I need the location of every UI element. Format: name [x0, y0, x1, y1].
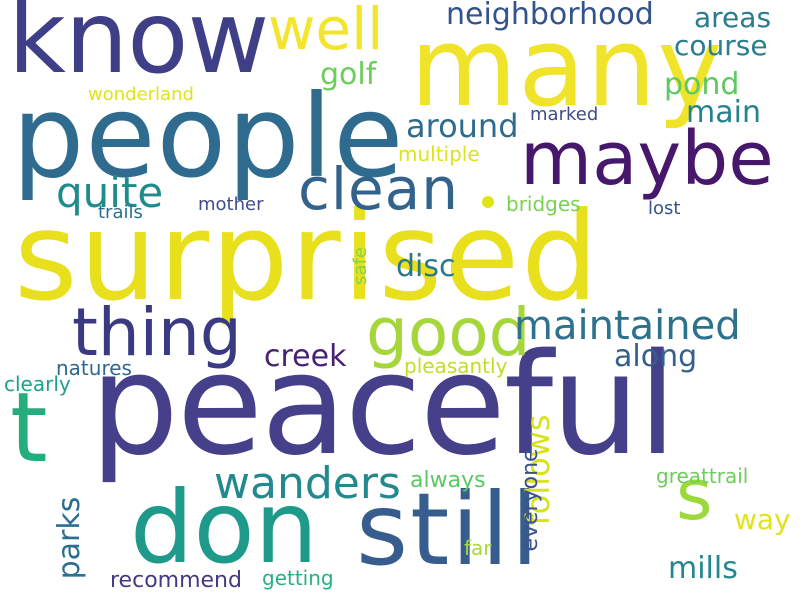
word-recommend: recommend: [110, 568, 242, 593]
word-everyone: everyone: [518, 448, 543, 552]
word-wanders: wanders: [214, 458, 401, 509]
word-maybe: maybe: [520, 116, 774, 202]
word-areas: areas: [694, 1, 772, 34]
word-still: still: [356, 471, 541, 588]
word-surprised: surprised: [14, 186, 601, 328]
word-thing: thing: [72, 294, 242, 371]
word-multiple: multiple: [398, 142, 480, 166]
word-t: t: [10, 372, 48, 484]
word-golf: golf: [320, 57, 377, 92]
word-clearly: clearly: [4, 372, 71, 396]
word-good: good: [366, 294, 531, 371]
word-know: know: [8, 0, 269, 96]
word-maintained: maintained: [514, 303, 741, 349]
word-peaceful: peaceful: [90, 324, 677, 487]
word-greattrail: greattrail: [656, 464, 749, 488]
word-trails: trails: [98, 202, 143, 223]
word-along: along: [614, 339, 698, 374]
word-safe: safe: [350, 247, 371, 285]
word-clean: clean: [298, 155, 459, 223]
word-way: way: [734, 503, 791, 536]
word-bridges: bridges: [506, 192, 581, 216]
word-pond: pond: [664, 67, 740, 102]
word-well: well: [268, 0, 384, 63]
word-many: many: [410, 3, 724, 131]
word-lost: lost: [648, 198, 681, 219]
word-main: main: [686, 95, 761, 130]
word-wonderland: wonderland: [88, 84, 194, 105]
word-parks: parks: [52, 496, 87, 580]
word-around: around: [406, 107, 519, 145]
word-quite: quite: [56, 168, 164, 217]
word-mother: mother: [198, 194, 264, 215]
word-people: people: [12, 70, 405, 203]
word-disc: disc: [396, 249, 456, 284]
word-natures: natures: [56, 356, 132, 380]
word-mills: mills: [668, 551, 738, 586]
word-neighborhood: neighborhood: [446, 0, 654, 32]
word-far: far: [464, 536, 492, 560]
dot-mark: [482, 196, 494, 208]
word-don: don: [130, 469, 319, 586]
word-pleasantly: pleasantly: [404, 354, 508, 378]
word-always: always: [410, 468, 486, 493]
word-getting: getting: [262, 566, 334, 590]
word-s: s: [676, 454, 713, 536]
word-marked: marked: [530, 104, 599, 125]
word-creek: creek: [264, 339, 347, 374]
word-course: course: [674, 29, 768, 62]
